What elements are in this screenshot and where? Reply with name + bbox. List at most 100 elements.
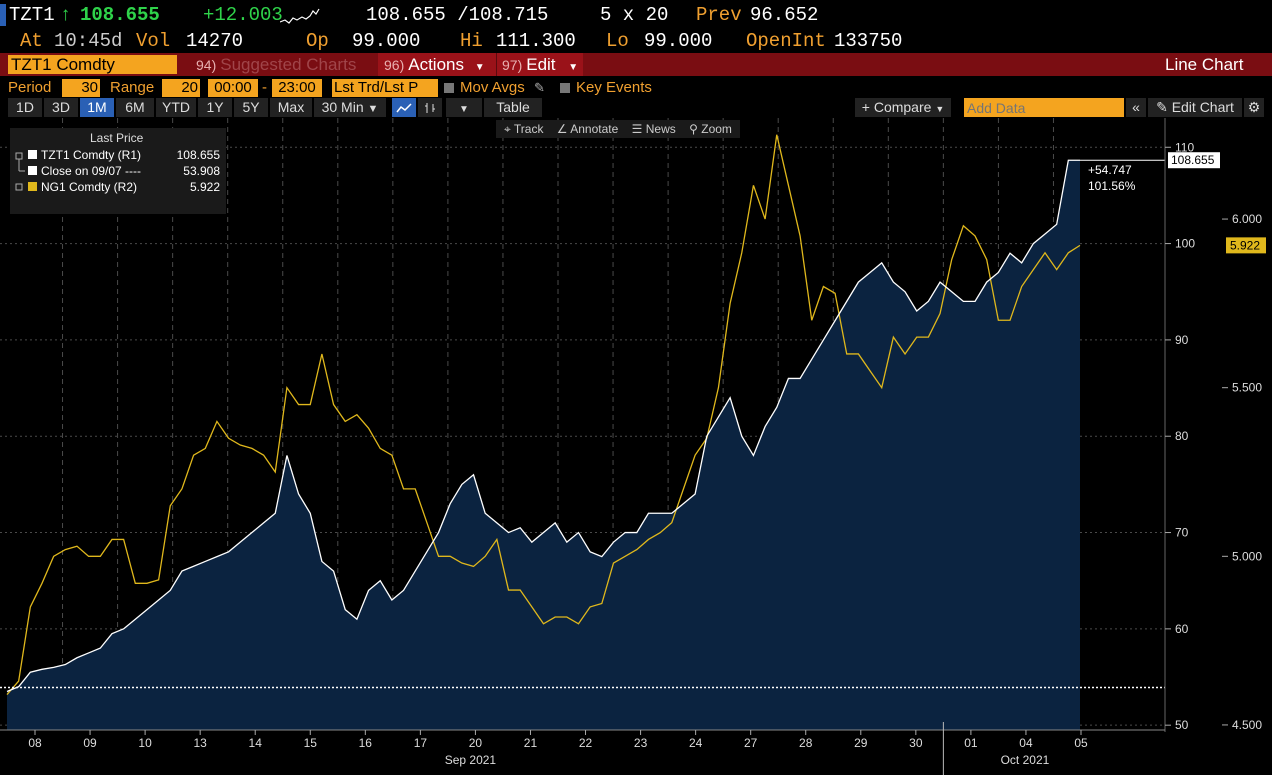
mov-avgs-label: Mov Avgs xyxy=(460,79,525,96)
actions-button[interactable]: 96) Actions ▼ xyxy=(384,53,485,76)
ng-last-box xyxy=(1226,237,1266,254)
price-field-select[interactable]: Lst Trd/Lst P xyxy=(332,79,438,97)
compare-button[interactable]: + Compare ▼ xyxy=(855,98,951,117)
edit-bg xyxy=(496,53,583,76)
quote-bid-ask: 108.655 /108.715 xyxy=(366,4,549,26)
sparkline-icon xyxy=(280,8,320,24)
x-tick-label: 08 xyxy=(28,736,42,750)
at-label: At xyxy=(20,30,43,52)
legend-title: Last Price xyxy=(90,131,144,145)
annotate-button[interactable]: Annotate xyxy=(570,122,619,136)
suggested-charts-button[interactable]: 94) Suggested Charts xyxy=(196,53,356,76)
r2-tick-label: 6.000 xyxy=(1232,212,1262,226)
news-icon[interactable]: ☰ xyxy=(631,122,643,136)
period-label: Period xyxy=(8,79,52,96)
range-3d-button[interactable]: 3D xyxy=(44,98,78,117)
x-tick-label: 17 xyxy=(414,736,428,750)
month-label: Oct 2021 xyxy=(1001,753,1050,767)
caret-down-icon: ▼ xyxy=(935,104,945,114)
r1-tick-label: 50 xyxy=(1175,718,1189,732)
chart-area[interactable]: 50 60 70 80 90 100 110 4.500 5.000 5.500 6.000 108.… xyxy=(0,118,1272,775)
range-max-button[interactable]: Max xyxy=(270,98,312,117)
chart-legend: Last Price TZT1 Comdty (R1) 108.655 Clos… xyxy=(10,128,226,214)
edit-button[interactable]: 97) Edit ▼ xyxy=(502,53,578,76)
range-ytd-button[interactable]: YTD xyxy=(156,98,196,117)
quote-last: 108.655 xyxy=(80,4,160,26)
change-abs-label: +54.747 xyxy=(1088,163,1132,177)
actions-num: 96) xyxy=(384,57,405,73)
caret-down-icon: ▼ xyxy=(367,103,379,115)
start-time-input[interactable]: 00:00 xyxy=(208,79,258,97)
line-chart-icon[interactable] xyxy=(392,98,416,117)
mov-avgs-toggle[interactable]: Mov Avgs xyxy=(444,78,525,98)
track-button[interactable]: Track xyxy=(513,122,544,136)
time-separator: - xyxy=(262,79,267,96)
checkbox-icon xyxy=(444,83,454,94)
legend-swatch xyxy=(28,182,37,191)
x-tick-label: 24 xyxy=(689,736,703,750)
legend-name: TZT1 Comdty (R1) xyxy=(41,148,142,162)
pencil-icon[interactable]: ✎ xyxy=(534,80,545,95)
range-5y-button[interactable]: 5Y xyxy=(234,98,268,117)
hi-label: Hi xyxy=(460,30,483,52)
caret-down-icon: ▼ xyxy=(474,62,485,73)
range-1m-button[interactable]: 1M xyxy=(80,98,114,117)
quote-ticker[interactable]: TZT1 xyxy=(9,4,55,26)
x-tick-label: 15 xyxy=(304,736,318,750)
ng-last-label: 5.922 xyxy=(1230,238,1260,252)
range-1d-button[interactable]: 1D xyxy=(8,98,42,117)
legend-value: 108.655 xyxy=(176,148,220,162)
chart-svg[interactable]: 50 60 70 80 90 100 110 4.500 5.000 5.500 6.000 108.… xyxy=(0,118,1272,775)
annotate-icon[interactable]: ∠ xyxy=(556,122,568,136)
range-1y-button[interactable]: 1Y xyxy=(198,98,232,117)
chart-style-dropdown[interactable]: ▼ xyxy=(446,98,482,117)
legend-row[interactable]: Close on 09/07 ---- 53.908 xyxy=(16,164,220,178)
edit-chart-button[interactable]: ✎ Edit Chart xyxy=(1148,98,1242,117)
zoom-button[interactable]: Zoom xyxy=(701,122,732,136)
end-time-input[interactable]: 23:00 xyxy=(272,79,322,97)
legend-tree-icon xyxy=(15,152,25,191)
month-label: Sep 2021 xyxy=(445,753,497,767)
range-6m-button[interactable]: 6M xyxy=(116,98,154,117)
table-button[interactable]: Table xyxy=(484,98,542,117)
x-tick-label: 22 xyxy=(579,736,593,750)
quote-openint: 133750 xyxy=(834,30,903,52)
r2-tick-label: 5.000 xyxy=(1232,549,1262,563)
r2-tick-label: 4.500 xyxy=(1232,718,1262,732)
quote-high: 111.300 xyxy=(496,30,576,52)
caret-down-icon: ▼ xyxy=(568,62,579,73)
legend-name: Close on 09/07 ---- xyxy=(41,164,142,178)
tzt1-area xyxy=(7,160,1080,730)
actions-label: Actions xyxy=(408,55,464,74)
news-button[interactable]: News xyxy=(645,122,676,136)
legend-row[interactable]: TZT1 Comdty (R1) 108.655 xyxy=(16,148,220,162)
range-buttons-row: 1D 3D 1M 6M YTD 1Y 5Y Max 30 Min ▼ ▼ Tab… xyxy=(0,98,1272,118)
checkbox-icon xyxy=(560,83,570,94)
track-icon[interactable]: ⌖ xyxy=(504,122,511,136)
zoom-icon[interactable]: ⚲ xyxy=(689,122,698,136)
quote-prev: 96.652 xyxy=(750,4,819,26)
legend-row[interactable]: NG1 Comdty (R2) 5.922 xyxy=(16,180,220,194)
collapse-icon[interactable]: « xyxy=(1126,98,1146,117)
pencil-icon: ✎ xyxy=(1156,99,1168,115)
x-tick-label: 29 xyxy=(854,736,868,750)
x-tick-label: 13 xyxy=(193,736,207,750)
security-input[interactable]: TZT1 Comdty xyxy=(8,55,177,74)
period-input[interactable]: 30 xyxy=(62,79,100,97)
add-data-input[interactable] xyxy=(964,98,1124,117)
up-arrow-icon: ↑ xyxy=(60,4,72,26)
bar-chart-icon[interactable] xyxy=(418,98,442,117)
x-tick-label: 16 xyxy=(359,736,373,750)
x-tick-label: 09 xyxy=(83,736,97,750)
legend-swatch xyxy=(28,150,37,159)
r1-tick-label: 90 xyxy=(1175,333,1189,347)
caret-down-icon: ▼ xyxy=(459,104,469,115)
range-input[interactable]: 20 xyxy=(162,79,200,97)
quote-row-2: At 10:45d Vol 14270 Op 99.000 Hi 111.300… xyxy=(0,30,1272,52)
key-events-toggle[interactable]: Key Events xyxy=(560,78,652,98)
quote-change: +12.003 xyxy=(203,4,283,26)
x-tick-label: 10 xyxy=(138,736,152,750)
gear-icon[interactable]: ⚙ xyxy=(1244,98,1264,117)
interval-select[interactable]: 30 Min ▼ xyxy=(314,98,386,117)
actions-bg xyxy=(378,53,496,76)
